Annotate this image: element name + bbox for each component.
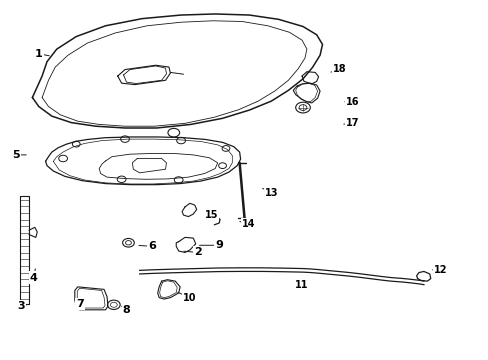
- Text: 6: 6: [147, 241, 156, 251]
- Text: 4: 4: [30, 273, 38, 283]
- Text: 16: 16: [346, 97, 359, 107]
- Text: 13: 13: [264, 188, 278, 198]
- Text: 15: 15: [204, 210, 218, 220]
- Text: 2: 2: [194, 247, 202, 257]
- Text: 7: 7: [76, 299, 83, 309]
- Text: 8: 8: [122, 305, 130, 315]
- Text: 9: 9: [215, 240, 223, 250]
- Text: 10: 10: [183, 293, 196, 303]
- Text: 14: 14: [241, 219, 255, 229]
- Text: 11: 11: [295, 280, 308, 290]
- Text: 12: 12: [433, 265, 447, 275]
- Text: 18: 18: [332, 64, 346, 74]
- Text: 3: 3: [18, 301, 25, 311]
- Text: 1: 1: [35, 49, 42, 59]
- Text: 17: 17: [346, 118, 359, 128]
- Text: 5: 5: [13, 150, 20, 160]
